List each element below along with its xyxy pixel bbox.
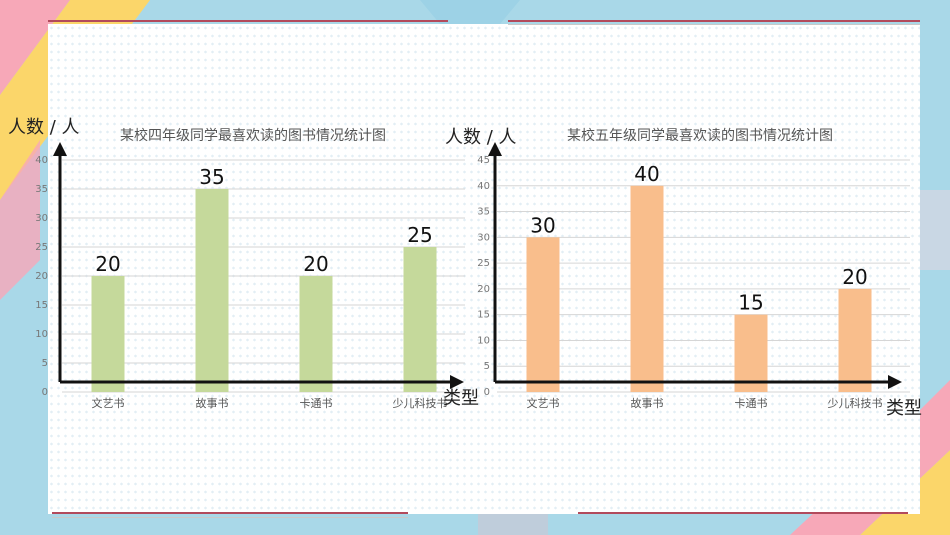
bar bbox=[734, 314, 768, 392]
frame-top-left bbox=[48, 20, 448, 22]
frame-bottom-left bbox=[52, 512, 408, 514]
y-tick-label: 30 bbox=[35, 213, 48, 224]
y-tick-label: 15 bbox=[35, 300, 48, 311]
data-label: 30 bbox=[530, 213, 555, 237]
y-tick-label: 20 bbox=[35, 271, 48, 282]
chart-title: 某校五年级同学最喜欢读的图书情况统计图 bbox=[567, 127, 833, 144]
bar bbox=[838, 288, 872, 392]
y-tick-label: 25 bbox=[477, 258, 490, 269]
y-tick-label: 40 bbox=[477, 181, 490, 192]
y-tick-label: 10 bbox=[35, 329, 48, 340]
x-tick-label: 少儿科技书 bbox=[828, 396, 883, 410]
y-tick-label: 25 bbox=[35, 242, 48, 253]
bar bbox=[403, 247, 437, 392]
x-tick-label: 卡通书 bbox=[300, 397, 333, 410]
bar bbox=[91, 276, 125, 392]
y-axis-arrow-icon bbox=[53, 142, 67, 156]
data-label: 15 bbox=[738, 291, 763, 315]
chart-grade4: 0 5 10 15 20 25 30 35 40 20 35 20 25 文艺书 故事书 卡通书 少儿科技书… bbox=[8, 117, 479, 410]
y-tick-label: 35 bbox=[477, 207, 490, 218]
y-tick-label: 15 bbox=[477, 310, 490, 321]
y-tick-label: 10 bbox=[477, 335, 490, 346]
y-tick-label: 20 bbox=[477, 284, 490, 295]
chart-grade5: 0 5 10 15 20 25 30 35 40 45 30 40 15 20 文艺书 故事书 卡通书 少儿科… bbox=[445, 127, 922, 419]
frame-top-right bbox=[508, 20, 920, 22]
data-label: 25 bbox=[407, 223, 432, 247]
data-label: 20 bbox=[303, 252, 328, 276]
frame-bottom-right bbox=[578, 512, 908, 514]
x-axis-label: 类型 bbox=[886, 398, 922, 419]
y-tick-label: 5 bbox=[42, 358, 48, 369]
data-label: 20 bbox=[842, 265, 867, 289]
y-axis-label: 人数 / 人 bbox=[8, 117, 80, 138]
x-tick-label: 故事书 bbox=[196, 396, 229, 410]
data-label: 35 bbox=[199, 165, 224, 189]
bar bbox=[526, 237, 560, 392]
y-axis-arrow-icon bbox=[488, 142, 502, 156]
y-tick-label: 35 bbox=[35, 184, 48, 195]
x-axis-arrow-icon bbox=[888, 375, 902, 389]
bar bbox=[195, 189, 229, 392]
data-label: 20 bbox=[95, 252, 120, 276]
y-tick-label: 5 bbox=[484, 361, 490, 372]
bar bbox=[299, 276, 333, 392]
bar bbox=[630, 185, 664, 392]
y-tick-label: 0 bbox=[484, 387, 490, 398]
y-tick-label: 0 bbox=[42, 387, 48, 398]
y-tick-label: 45 bbox=[477, 155, 490, 166]
x-axis-arrow-icon bbox=[450, 375, 464, 389]
x-tick-label: 文艺书 bbox=[92, 396, 125, 410]
x-tick-label: 故事书 bbox=[631, 396, 664, 410]
data-label: 40 bbox=[634, 162, 659, 186]
x-tick-label: 少儿科技书 bbox=[393, 396, 448, 410]
x-tick-label: 文艺书 bbox=[527, 396, 560, 410]
chart-title: 某校四年级同学最喜欢读的图书情况统计图 bbox=[120, 127, 386, 144]
y-axis-label: 人数 / 人 bbox=[445, 127, 517, 148]
chart-card bbox=[48, 24, 920, 514]
x-tick-label: 卡通书 bbox=[735, 397, 768, 410]
y-tick-label: 30 bbox=[477, 232, 490, 243]
x-axis-label: 类型 bbox=[443, 388, 479, 409]
y-tick-label: 40 bbox=[35, 155, 48, 166]
frame-top-right-thin bbox=[508, 24, 920, 25]
frame-bottom-left-thin bbox=[52, 517, 408, 518]
